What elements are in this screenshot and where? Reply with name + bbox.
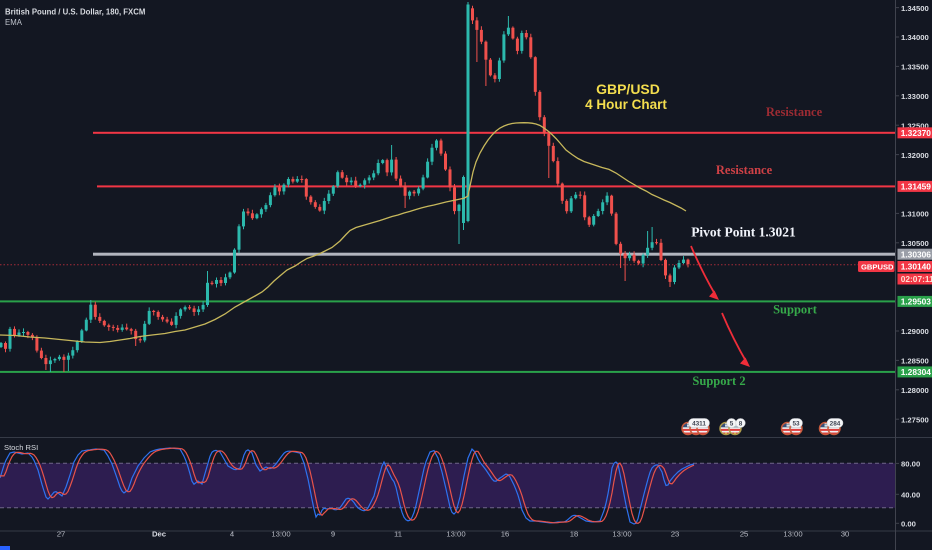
svg-text:8: 8 <box>739 421 743 428</box>
svg-text:Pivot Point 1.3021: Pivot Point 1.3021 <box>691 225 796 240</box>
svg-text:1.34500: 1.34500 <box>901 4 929 13</box>
svg-text:1.30306: 1.30306 <box>901 249 932 259</box>
svg-text:80.00: 80.00 <box>901 460 920 469</box>
svg-text:23: 23 <box>671 530 680 539</box>
svg-text:1.32370: 1.32370 <box>901 128 932 138</box>
svg-text:1.33000: 1.33000 <box>901 92 929 101</box>
svg-text:GBP/USD: GBP/USD <box>596 81 660 97</box>
svg-text:1.27500: 1.27500 <box>901 415 929 424</box>
svg-text:30: 30 <box>841 530 850 539</box>
svg-text:1.33500: 1.33500 <box>901 63 929 72</box>
svg-text:18: 18 <box>570 530 579 539</box>
svg-text:Dec: Dec <box>152 530 167 539</box>
svg-text:16: 16 <box>501 530 510 539</box>
svg-text:1.31000: 1.31000 <box>901 210 929 219</box>
svg-text:1.34000: 1.34000 <box>901 33 929 42</box>
svg-text:40.00: 40.00 <box>901 491 920 500</box>
svg-text:13:00: 13:00 <box>612 530 631 539</box>
svg-text:11: 11 <box>394 530 402 539</box>
svg-text:0.00: 0.00 <box>901 520 916 529</box>
svg-text:1.28304: 1.28304 <box>901 367 932 377</box>
svg-text:4 Hour Chart: 4 Hour Chart <box>585 97 667 112</box>
svg-text:13:00: 13:00 <box>271 530 290 539</box>
svg-text:Stoch RSI: Stoch RSI <box>4 443 38 452</box>
svg-text:1.32000: 1.32000 <box>901 151 929 160</box>
svg-text:9: 9 <box>331 530 335 539</box>
svg-text:1.30140: 1.30140 <box>901 262 932 272</box>
svg-text:British Pound / U.S. Dollar, 1: British Pound / U.S. Dollar, 180, FXCM <box>5 8 145 17</box>
svg-text:27: 27 <box>57 530 66 539</box>
svg-text:5: 5 <box>730 421 734 428</box>
svg-text:02:07:11: 02:07:11 <box>901 274 932 284</box>
svg-text:1.32500: 1.32500 <box>901 121 929 130</box>
svg-text:1.28500: 1.28500 <box>901 357 929 366</box>
svg-text:Support: Support <box>773 303 818 317</box>
svg-text:1.28000: 1.28000 <box>901 386 929 395</box>
svg-text:1.29503: 1.29503 <box>901 297 932 307</box>
svg-text:13:00: 13:00 <box>783 530 802 539</box>
svg-text:1.31459: 1.31459 <box>901 182 932 192</box>
svg-text:53: 53 <box>792 421 800 428</box>
svg-text:Resistance: Resistance <box>766 105 823 119</box>
svg-text:25: 25 <box>740 530 749 539</box>
svg-text:284: 284 <box>830 421 841 428</box>
svg-text:Resistance: Resistance <box>716 163 773 177</box>
svg-text:EMA: EMA <box>5 18 23 27</box>
svg-text:4: 4 <box>230 530 235 539</box>
svg-text:13:00: 13:00 <box>446 530 465 539</box>
svg-text:1.29000: 1.29000 <box>901 327 929 336</box>
svg-text:1.30500: 1.30500 <box>901 239 929 248</box>
svg-text:4311: 4311 <box>692 421 706 428</box>
svg-text:Support 2: Support 2 <box>692 374 745 388</box>
svg-text:GBPUSD: GBPUSD <box>861 262 894 271</box>
